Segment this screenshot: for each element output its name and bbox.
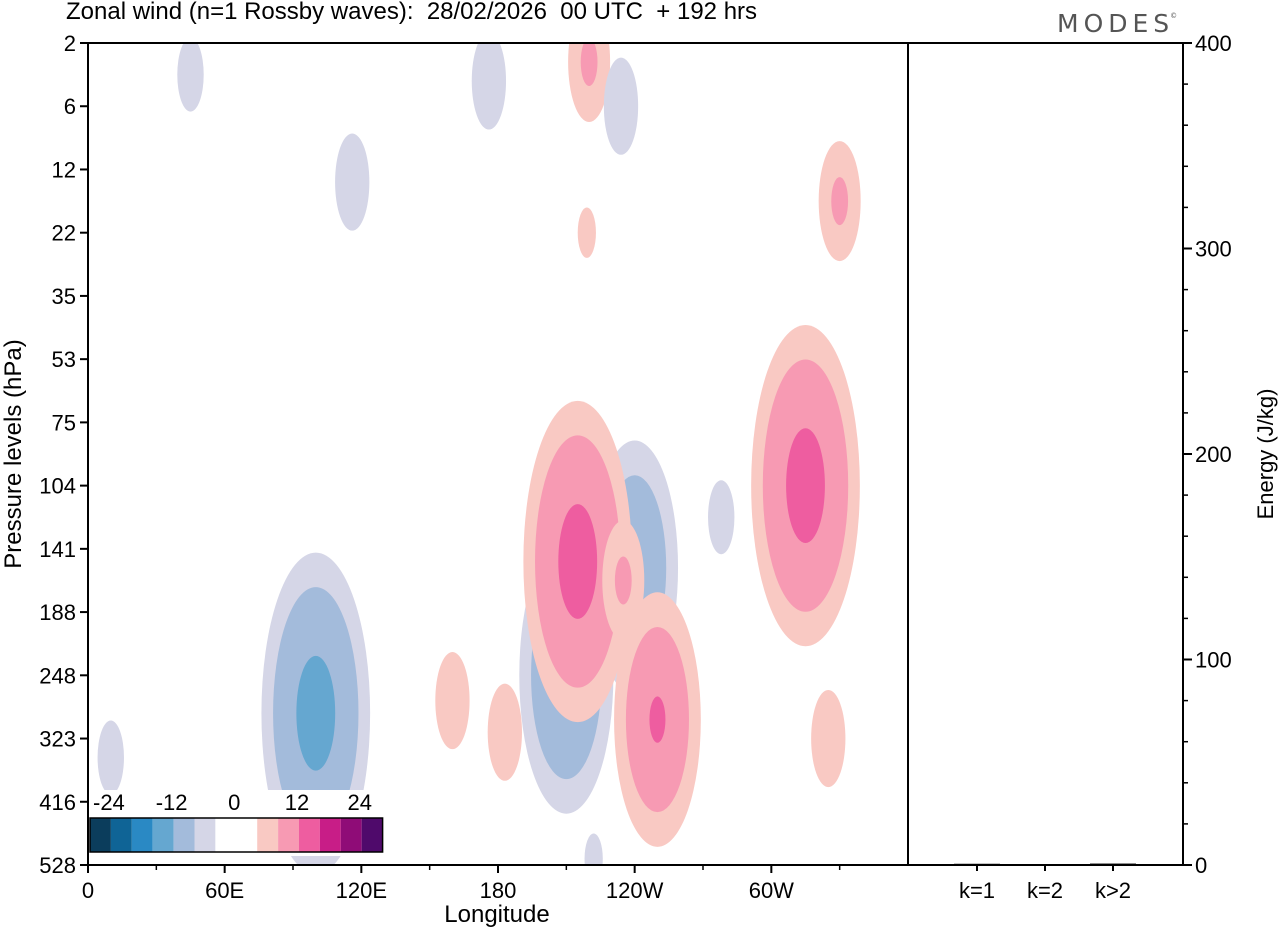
contour-level [435, 652, 470, 750]
contour-level [708, 480, 735, 555]
contour-blob [335, 133, 370, 231]
contour-blob [818, 141, 861, 262]
contour-blob [602, 520, 645, 641]
contour-level [558, 504, 598, 619]
x-tick-label: 60W [749, 878, 794, 903]
y-tick-label: 528 [39, 853, 76, 878]
contour-level [296, 655, 336, 771]
contour-blob [261, 552, 371, 865]
y-axis-label: Pressure levels (hPa) [0, 339, 27, 568]
contour-blob [435, 652, 470, 750]
x-tick-label: 120E [336, 878, 387, 903]
brand-logo: MODES© [1057, 9, 1177, 38]
colorbar-label: 12 [285, 790, 309, 815]
x-axis-label: Longitude [444, 901, 549, 928]
energy-tick-label: 100 [1195, 648, 1232, 673]
category-label: k=1 [959, 878, 995, 903]
energy-bar-k=1 [954, 863, 1000, 866]
contour-level [487, 683, 522, 781]
contour-blob [708, 480, 735, 555]
colorbar-cell [257, 818, 279, 852]
y-tick-label: 35 [52, 284, 76, 309]
category-label: k=2 [1027, 878, 1063, 903]
x-tick-label: 0 [82, 878, 94, 903]
colorbar-label: 0 [228, 790, 240, 815]
contour-blob [487, 683, 522, 781]
contour-blob [523, 400, 633, 723]
contour-blob [584, 833, 603, 865]
contour-level [577, 207, 596, 258]
contour-blob [471, 43, 507, 130]
contour-level [580, 43, 598, 86]
colorbar-cell [278, 818, 299, 852]
y-tick-label: 12 [52, 157, 76, 182]
energy-tick-label: 0 [1195, 853, 1207, 878]
contour-blob [568, 43, 611, 122]
contour-blob [811, 689, 846, 788]
contour-blob [177, 43, 204, 112]
copyright-mark: © [1170, 12, 1178, 20]
colorbar-cell [173, 818, 195, 852]
contour-level [614, 556, 632, 605]
colorbar-label: -12 [156, 790, 188, 815]
contour-level [471, 43, 507, 130]
brand-text: MODES [1057, 9, 1175, 38]
y-tick-label: 75 [52, 410, 76, 435]
colorbar-cell [215, 818, 237, 852]
colorbar-cell [236, 818, 258, 852]
energy-tick-label: 300 [1195, 237, 1232, 262]
y-tick-label: 188 [39, 600, 76, 625]
contour-level [786, 428, 825, 543]
y-tick-label: 323 [39, 727, 76, 752]
x-tick-label: 120W [606, 878, 664, 903]
colorbar-cell [299, 818, 320, 852]
contour-level [335, 133, 370, 231]
y-tick-label: 2 [64, 31, 76, 56]
colorbar-cell [319, 818, 341, 852]
contour-blob [577, 207, 596, 258]
colorbar-frame [89, 817, 384, 853]
energy-tick-label: 400 [1195, 31, 1232, 56]
category-label: k>2 [1095, 878, 1131, 903]
energy-tick-label: 200 [1195, 442, 1232, 467]
heatmap-contours [97, 43, 861, 865]
y-tick-label: 141 [39, 537, 76, 562]
y-tick-label: 416 [39, 790, 76, 815]
colorbar-cell [131, 818, 153, 852]
colorbar-cell [194, 818, 216, 852]
contour-blob [97, 720, 124, 795]
energy-frame [907, 42, 1184, 866]
contour-level [584, 833, 603, 865]
contour-level [603, 57, 639, 155]
colorbar-label: 24 [347, 790, 371, 815]
energy-bar-k>2 [1090, 863, 1136, 866]
y-tick-label: 53 [52, 347, 76, 372]
contour-level [97, 720, 124, 795]
colorbar-label: -24 [93, 790, 125, 815]
energy-bars: 0 100 200 300 400 Energy (J/kg) k=1 k=2 k>2 [954, 31, 1278, 903]
x-tick-label: 60E [205, 878, 244, 903]
chart-title: Zonal wind (n=1 Rossby waves): 28/02/202… [66, 0, 758, 25]
y-tick-label: 22 [52, 221, 76, 246]
colorbar-cell [340, 818, 362, 852]
energy-bar-k=2 [1022, 864, 1068, 866]
contour-blob [614, 592, 701, 847]
energy-axis-label: Energy (J/kg) [1253, 389, 1278, 520]
contour-level [649, 696, 666, 743]
colorbar-cell [110, 818, 132, 852]
contour-level [831, 177, 849, 226]
y-tick-label: 6 [64, 94, 76, 119]
colorbar-cell [152, 818, 174, 852]
colorbar: -24 -12 0 12 24 [88, 790, 384, 856]
contour-level [177, 43, 204, 112]
y-tick-label: 248 [39, 663, 76, 688]
colorbar-cell [361, 818, 383, 852]
x-tick-label: 180 [480, 878, 517, 903]
y-tick-label: 104 [39, 474, 76, 499]
contour-blob [603, 57, 639, 155]
colorbar-cell [90, 818, 111, 852]
contour-level [811, 689, 846, 788]
contour-blob [751, 325, 860, 647]
